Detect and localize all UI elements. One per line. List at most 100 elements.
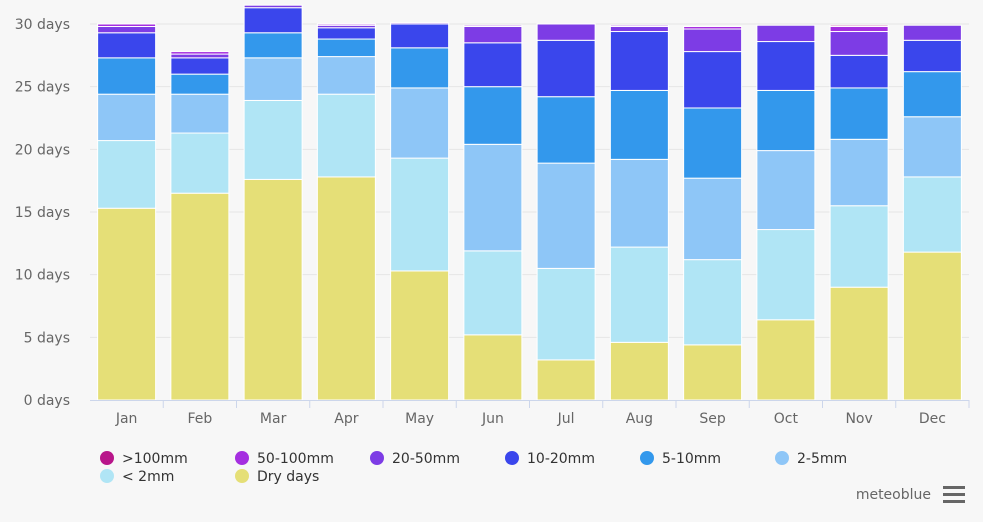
bar-segment-5-10mm <box>97 57 157 95</box>
bar-segment--2mm <box>902 176 962 253</box>
bar-segment-5-10mm <box>829 87 889 140</box>
bar-segment-5-10mm <box>536 96 596 164</box>
x-tick-label: Sep <box>699 411 726 427</box>
bar-segment-dry-days <box>536 359 596 401</box>
bar-segment-50-100mm <box>829 26 889 33</box>
bar-segment-20-50mm <box>902 24 962 41</box>
bar-segment--2mm <box>536 267 596 361</box>
x-tick-label: Dec <box>919 411 946 427</box>
bar-segment-10-20mm <box>97 32 157 59</box>
bar-segment-10-20mm <box>390 23 450 49</box>
bar-segment-20-50mm <box>97 26 157 34</box>
bar-segment-10-20mm <box>316 27 376 40</box>
legend-swatch-icon <box>235 469 249 483</box>
legend-label: 2-5mm <box>797 451 848 467</box>
bar-segment-dry-days <box>170 192 230 401</box>
bar-segment-5-10mm <box>902 71 962 118</box>
legend-item[interactable]: 10-20mm <box>505 450 595 468</box>
legend-label: >100mm <box>122 451 188 467</box>
legend-item[interactable]: 2-5mm <box>775 450 847 468</box>
bar-segment--2mm <box>390 157 450 272</box>
bar-segment--2mm <box>97 140 157 209</box>
legend-swatch-icon <box>505 451 519 465</box>
bar-segment--2mm <box>316 93 376 178</box>
legend-swatch-icon <box>235 451 249 465</box>
bar-segment-10-20mm <box>170 57 230 75</box>
bar-segment--2mm <box>243 99 303 180</box>
legend-label: 50-100mm <box>257 451 334 467</box>
bar-segment-10-20mm <box>609 31 669 91</box>
bar-segment-dry-days <box>463 334 523 401</box>
bar-segment-dry-days <box>316 176 376 401</box>
legend-swatch-icon <box>100 451 114 465</box>
bar-segment-5-10mm <box>609 89 669 160</box>
x-tick-label: Aug <box>626 411 653 427</box>
bar-segment-dry-days <box>390 270 450 401</box>
bar-segment-20-50mm <box>390 22 450 25</box>
bar-segment-2-5mm <box>390 87 450 159</box>
bar-segment-2-5mm <box>829 138 889 207</box>
legend-item[interactable]: Dry days <box>235 468 319 486</box>
bar-segment-10-20mm <box>829 54 889 89</box>
bar-segment-10-20mm <box>756 41 816 91</box>
bar-segment-5-10mm <box>390 47 450 89</box>
bar-segment-20-50mm <box>756 24 816 43</box>
bar-segment-2-5mm <box>536 162 596 269</box>
bar-segment--2mm <box>683 259 743 346</box>
legend-item[interactable]: >100mm <box>100 450 188 468</box>
bar-segment-10-20mm <box>536 39 596 98</box>
credits-label[interactable]: meteoblue <box>855 487 931 503</box>
y-tick-label: 0 days <box>24 393 70 409</box>
legend-item[interactable]: 50-100mm <box>235 450 334 468</box>
bar-segment-20-50mm <box>463 26 523 44</box>
bar-segment-50-100mm <box>97 23 157 28</box>
chart-plot: 0 days 5 days 10 days 15 days 20 days 25 days… <box>15 4 970 427</box>
bar-segment--2mm <box>609 246 669 343</box>
bar-segment--2mm <box>829 205 889 288</box>
bar-segment-2-5mm <box>316 56 376 95</box>
legend-label: Dry days <box>257 469 320 485</box>
bar-segment--2mm <box>463 250 523 336</box>
x-tick-label: Jan <box>115 411 138 427</box>
legend-item[interactable]: 5-10mm <box>640 450 721 468</box>
bar-segment-5-10mm <box>243 32 303 59</box>
bar-segment-5-10mm <box>756 89 816 152</box>
bar-segment-2-5mm <box>609 158 669 248</box>
legend-label: 20-50mm <box>392 451 460 467</box>
bar-segment-5-10mm <box>683 107 743 179</box>
x-tick-label: Jul <box>557 411 575 427</box>
hamburger-icon[interactable] <box>943 484 965 504</box>
bar-segment-20-50mm <box>829 31 889 56</box>
legend-item[interactable]: < 2mm <box>100 468 174 486</box>
bar-segment-2-5mm <box>902 116 962 178</box>
bar-segment-2-5mm <box>463 143 523 252</box>
bar-segment-50-100mm <box>170 51 230 55</box>
y-tick-label: 20 days <box>15 142 70 158</box>
x-tick-label: Nov <box>845 411 872 427</box>
bar-segment-5-10mm <box>316 38 376 58</box>
bar-segment-50-100mm <box>316 23 376 26</box>
legend-swatch-icon <box>640 451 654 465</box>
bar-segment-10-20mm <box>243 7 303 34</box>
bar-segment-dry-days <box>97 207 157 401</box>
legend-swatch-icon <box>370 451 384 465</box>
bar-segment-dry-days <box>609 341 669 401</box>
y-tick-label: 15 days <box>15 205 70 221</box>
x-tick-label: Jun <box>481 411 504 427</box>
bar-segment--2mm <box>756 229 816 321</box>
x-tick-label: May <box>405 411 434 427</box>
y-tick-label: 5 days <box>24 330 70 346</box>
bar-segment-10-20mm <box>463 42 523 88</box>
legend-label: 10-20mm <box>527 451 595 467</box>
legend-swatch-icon <box>100 469 114 483</box>
legend-label: 5-10mm <box>662 451 722 467</box>
x-tick-label: Apr <box>334 411 358 427</box>
legend-label: < 2mm <box>122 469 175 485</box>
bar-segment-2-5mm <box>97 93 157 142</box>
x-tick-label: Mar <box>260 411 287 427</box>
bar-segment-50-100mm <box>683 26 743 30</box>
bar-segment-5-10mm <box>170 73 230 95</box>
legend-item[interactable]: 20-50mm <box>370 450 460 468</box>
bar-segment-20-50mm <box>536 23 596 41</box>
